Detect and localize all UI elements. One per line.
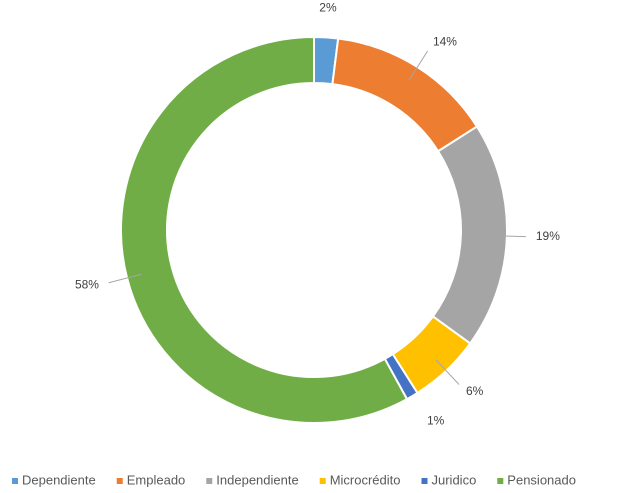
data-label: 1% [427,413,445,427]
legend-swatch [206,478,213,484]
donut [120,35,508,424]
leader-line [491,235,526,238]
slice [331,37,479,153]
legend-swatch [319,478,326,484]
legend-label: Dependiente [22,472,96,487]
data-label: 19% [536,229,560,243]
data-label: 2% [319,1,337,15]
legend-swatch [12,478,18,484]
legend-label: Microcrédito [330,472,401,487]
legend-label: Empleado [127,472,186,487]
data-label: 14% [433,35,457,49]
legend-swatch [497,478,504,484]
slice [431,125,508,345]
legend-label: Juridico [432,472,477,487]
data-labels: 2% 14% 19% 6% 1% 58% [75,1,560,428]
legend-swatch [116,478,123,484]
data-label: 6% [466,384,484,398]
leader-line [435,359,460,385]
legend-label: Independiente [216,472,298,487]
legend: Dependiente Empleado Independiente Microcré… [12,472,576,487]
slice [120,35,409,424]
data-label: 58% [75,277,99,291]
legend-label: Pensionado [507,472,576,487]
legend-swatch [421,478,428,484]
leader-line [108,273,142,284]
leader-line [408,50,429,80]
